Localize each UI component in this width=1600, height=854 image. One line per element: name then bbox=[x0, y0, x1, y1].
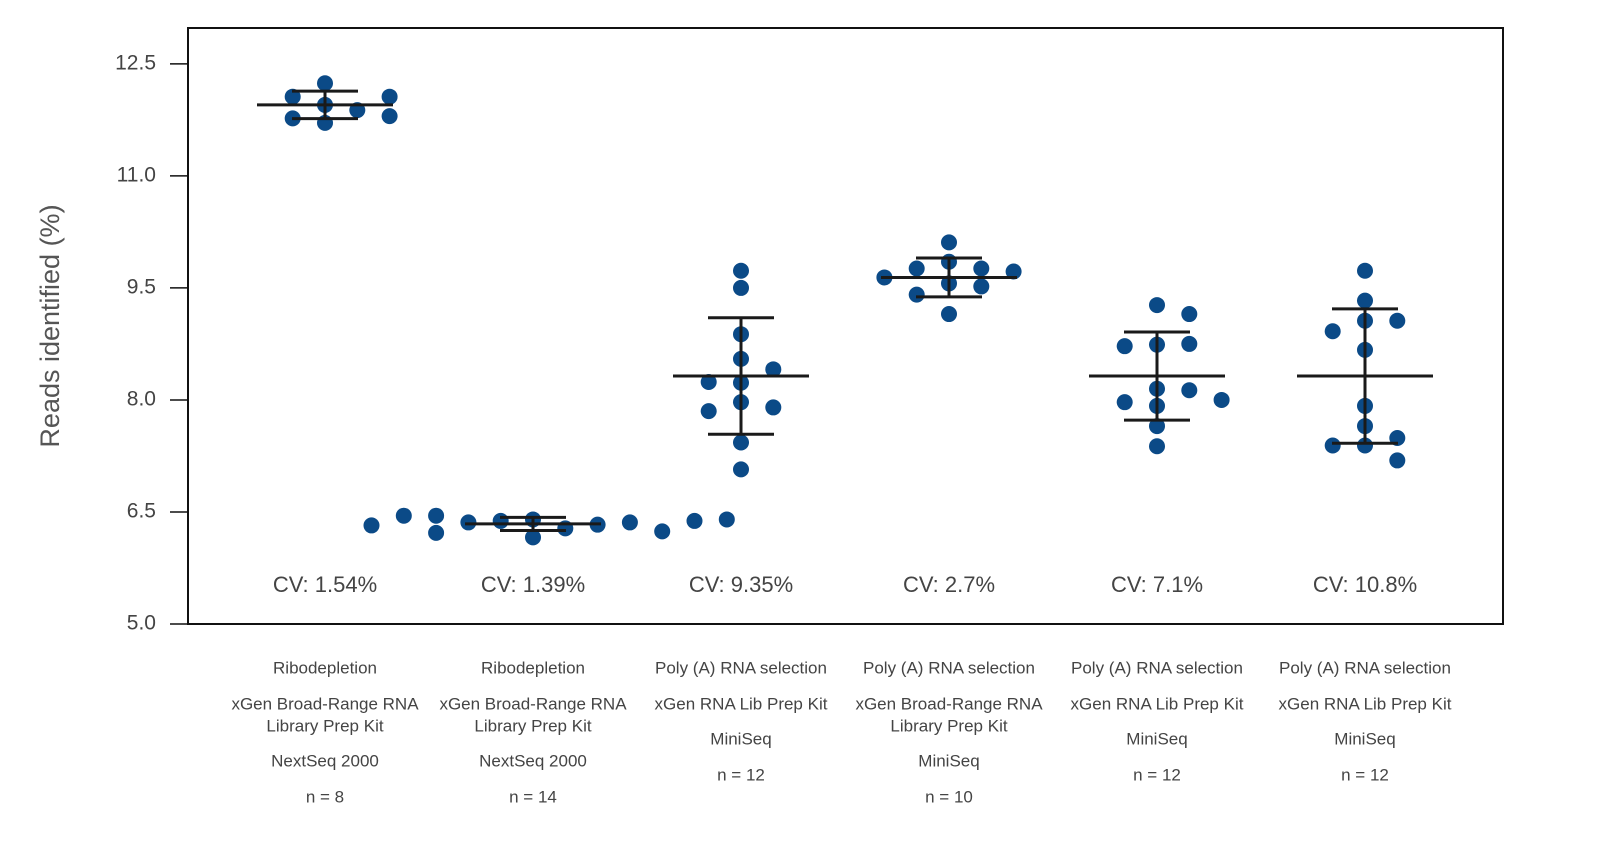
category-platform: MiniSeq bbox=[710, 729, 771, 748]
category-method: Ribodepletion bbox=[481, 658, 585, 677]
data-point bbox=[765, 361, 782, 378]
data-point bbox=[733, 262, 749, 279]
data-point bbox=[973, 260, 990, 277]
data-point bbox=[492, 512, 509, 529]
category-n: n = 10 bbox=[925, 787, 973, 806]
plot-frame bbox=[187, 27, 1504, 625]
category-platform: MiniSeq bbox=[918, 751, 979, 770]
category-kit: xGen Broad-Range RNA bbox=[231, 694, 419, 713]
data-point bbox=[1357, 437, 1373, 454]
data-point bbox=[1357, 292, 1373, 309]
category-kit: xGen Broad-Range RNA bbox=[439, 694, 627, 713]
cv-label: CV: 7.1% bbox=[1111, 572, 1203, 597]
data-point bbox=[1324, 437, 1341, 454]
data-point bbox=[973, 278, 990, 295]
data-point bbox=[733, 279, 749, 296]
data-point bbox=[908, 286, 925, 303]
data-point bbox=[428, 507, 445, 524]
cv-label: CV: 10.8% bbox=[1313, 572, 1417, 597]
data-point bbox=[621, 514, 638, 531]
y-tick-label: 9.5 bbox=[127, 275, 156, 298]
category-n: n = 12 bbox=[1341, 765, 1389, 784]
data-point bbox=[1181, 382, 1198, 399]
data-point bbox=[525, 529, 541, 546]
cv-label: CV: 2.7% bbox=[903, 572, 995, 597]
category-method: Poly (A) RNA selection bbox=[655, 658, 827, 677]
cv-label: CV: 9.35% bbox=[689, 572, 793, 597]
data-point bbox=[1389, 452, 1406, 469]
category-kit: Library Prep Kit bbox=[266, 716, 383, 735]
category-platform: NextSeq 2000 bbox=[271, 751, 379, 770]
data-point bbox=[1181, 335, 1198, 352]
category-platform: NextSeq 2000 bbox=[479, 751, 587, 770]
data-point bbox=[700, 403, 717, 420]
category-method: Poly (A) RNA selection bbox=[863, 658, 1035, 677]
data-point bbox=[733, 434, 749, 451]
category-kit: Library Prep Kit bbox=[890, 716, 1007, 735]
data-point bbox=[686, 512, 703, 529]
category-n: n = 12 bbox=[1133, 765, 1181, 784]
y-tick-label: 11.0 bbox=[117, 163, 156, 186]
data-point bbox=[733, 461, 749, 478]
data-point bbox=[941, 306, 957, 323]
category-kit: xGen Broad-Range RNA bbox=[855, 694, 1043, 713]
data-point bbox=[1005, 263, 1022, 280]
data-point bbox=[363, 517, 380, 534]
data-point bbox=[428, 524, 445, 541]
category-method: Poly (A) RNA selection bbox=[1071, 658, 1243, 677]
data-point bbox=[1357, 262, 1373, 279]
data-point bbox=[381, 108, 398, 125]
category-platform: MiniSeq bbox=[1126, 729, 1187, 748]
category-method: Poly (A) RNA selection bbox=[1279, 658, 1451, 677]
data-point bbox=[1181, 306, 1198, 323]
data-point bbox=[1324, 323, 1341, 340]
data-point bbox=[700, 374, 717, 391]
category-kit: xGen RNA Lib Prep Kit bbox=[655, 694, 828, 713]
data-point bbox=[765, 399, 782, 416]
category-kit: xGen RNA Lib Prep Kit bbox=[1279, 694, 1452, 713]
y-axis-title: Reads identified (%) bbox=[35, 204, 65, 447]
data-point bbox=[941, 234, 957, 251]
data-point bbox=[284, 88, 301, 105]
data-point bbox=[1389, 312, 1406, 329]
category-kit: Library Prep Kit bbox=[474, 716, 591, 735]
category-n: n = 12 bbox=[717, 765, 765, 784]
data-point bbox=[654, 523, 671, 540]
category-n: n = 14 bbox=[509, 787, 557, 806]
data-point bbox=[1213, 391, 1230, 408]
y-tick-label: 8.0 bbox=[127, 387, 156, 410]
data-point bbox=[395, 507, 412, 524]
y-tick-label: 12.5 bbox=[115, 51, 156, 74]
data-point bbox=[1149, 418, 1165, 435]
data-point bbox=[718, 511, 735, 528]
cv-label: CV: 1.39% bbox=[481, 572, 585, 597]
y-tick-label: 6.5 bbox=[127, 500, 156, 523]
data-point bbox=[381, 88, 398, 105]
data-point bbox=[1149, 438, 1165, 455]
data-point bbox=[1116, 338, 1133, 355]
data-point bbox=[1149, 297, 1165, 314]
data-point bbox=[1116, 394, 1133, 411]
data-point bbox=[908, 260, 925, 277]
y-tick-label: 5.0 bbox=[127, 612, 156, 635]
category-platform: MiniSeq bbox=[1334, 729, 1395, 748]
cv-label: CV: 1.54% bbox=[273, 572, 377, 597]
category-method: Ribodepletion bbox=[273, 658, 377, 677]
category-kit: xGen RNA Lib Prep Kit bbox=[1071, 694, 1244, 713]
data-point bbox=[317, 75, 333, 92]
category-n: n = 8 bbox=[306, 787, 344, 806]
